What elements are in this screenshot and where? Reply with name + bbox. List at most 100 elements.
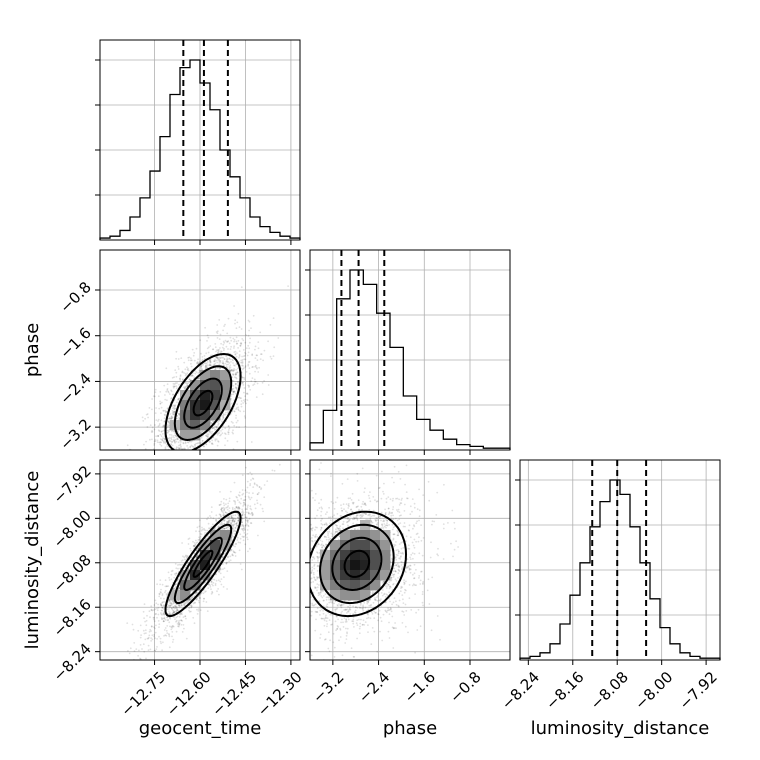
scatter-point	[160, 604, 163, 607]
scatter-point	[218, 450, 220, 452]
scatter-point	[252, 314, 255, 317]
scatter-point	[159, 391, 162, 393]
scatter-point	[163, 410, 165, 412]
scatter-point	[173, 411, 176, 413]
scatter-point	[251, 377, 254, 379]
scatter-point	[167, 391, 170, 394]
scatter-point	[205, 362, 208, 365]
scatter-point	[260, 353, 262, 355]
scatter-point	[243, 526, 245, 529]
scatter-point	[250, 380, 253, 382]
scatter-point	[237, 382, 240, 385]
scatter-point	[226, 332, 229, 335]
scatter-point	[245, 334, 247, 337]
scatter-point	[233, 481, 236, 484]
scatter-point	[203, 355, 206, 357]
scatter-point	[235, 342, 238, 345]
scatter-point	[188, 378, 191, 381]
histogram-steps	[519, 479, 721, 660]
scatter-point	[200, 533, 203, 536]
scatter-point	[187, 359, 190, 362]
scatter-point	[236, 321, 239, 324]
scatter-point	[260, 488, 262, 491]
scatter-point	[251, 354, 254, 357]
scatter-point	[230, 538, 233, 540]
scatter-point	[247, 334, 250, 337]
scatter-point	[161, 430, 163, 433]
scatter-point	[173, 404, 176, 407]
scatter-point	[215, 350, 217, 353]
scatter-point	[230, 523, 233, 525]
scatter-point	[222, 414, 225, 417]
scatter-point	[247, 351, 250, 354]
scatter-point	[238, 501, 241, 504]
scatter-point	[170, 573, 173, 576]
scatter-point	[188, 609, 190, 612]
scatter-point	[243, 387, 246, 389]
scatter-point	[188, 356, 191, 359]
density-cell	[180, 390, 191, 401]
scatter-point	[210, 580, 213, 583]
scatter-point	[217, 420, 220, 423]
scatter-point	[220, 568, 222, 571]
scatter-point	[246, 529, 249, 531]
scatter-point	[226, 506, 229, 509]
scatter-point	[256, 499, 258, 502]
scatter-point	[238, 396, 241, 399]
scatter-point	[251, 353, 254, 356]
scatter-point	[221, 457, 223, 459]
scatter-point	[241, 362, 243, 364]
scatter-point	[164, 447, 167, 450]
scatter-point	[220, 500, 223, 503]
scatter-point	[169, 606, 172, 608]
scatter-point	[231, 508, 234, 511]
scatter-point	[155, 435, 158, 438]
scatter-point	[186, 372, 189, 375]
scatter-point	[161, 433, 164, 435]
scatter-point	[193, 542, 196, 544]
scatter-point	[175, 447, 178, 450]
scatter-point	[236, 539, 239, 541]
scatter-point	[149, 648, 152, 651]
scatter-point	[208, 441, 211, 443]
scatter-point	[270, 357, 273, 360]
scatter-point	[194, 601, 197, 604]
scatter-point	[230, 548, 233, 551]
scatter-point	[195, 591, 198, 594]
scatter-point	[226, 521, 229, 524]
scatter-point	[166, 619, 169, 622]
scatter-point	[238, 491, 241, 494]
scatter-point	[193, 376, 196, 379]
scatter-point	[175, 572, 178, 575]
scatter-point	[191, 374, 194, 377]
scatter-point	[172, 439, 175, 441]
scatter-point	[219, 333, 222, 336]
scatter-point	[226, 588, 229, 590]
scatter-point	[267, 340, 269, 343]
scatter-point	[244, 504, 247, 506]
scatter-point	[241, 521, 243, 524]
scatter-point	[229, 364, 232, 367]
scatter-point	[189, 359, 192, 362]
scatter-point	[253, 383, 256, 385]
scatter-point	[244, 503, 246, 505]
scatter-point	[215, 428, 218, 431]
scatter-point	[215, 426, 218, 428]
scatter-point	[167, 608, 170, 610]
scatter-point	[220, 515, 223, 518]
scatter-point	[163, 608, 165, 610]
scatter-point	[170, 604, 173, 607]
scatter-point	[246, 538, 249, 541]
scatter-point	[249, 483, 252, 485]
scatter-point	[217, 440, 219, 442]
scatter-point	[251, 514, 254, 516]
scatter-point	[172, 606, 175, 608]
scatter-point	[236, 371, 239, 374]
scatter-point	[171, 603, 173, 605]
scatter-point	[208, 363, 211, 366]
scatter-point	[210, 525, 213, 528]
scatter-point	[232, 432, 235, 435]
scatter-point	[225, 360, 228, 363]
scatter-point	[232, 525, 235, 528]
density-cell	[220, 370, 231, 381]
